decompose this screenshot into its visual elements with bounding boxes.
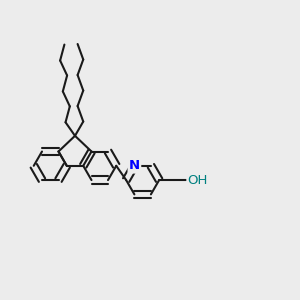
Text: N: N [129,159,140,172]
Text: OH: OH [187,174,207,187]
